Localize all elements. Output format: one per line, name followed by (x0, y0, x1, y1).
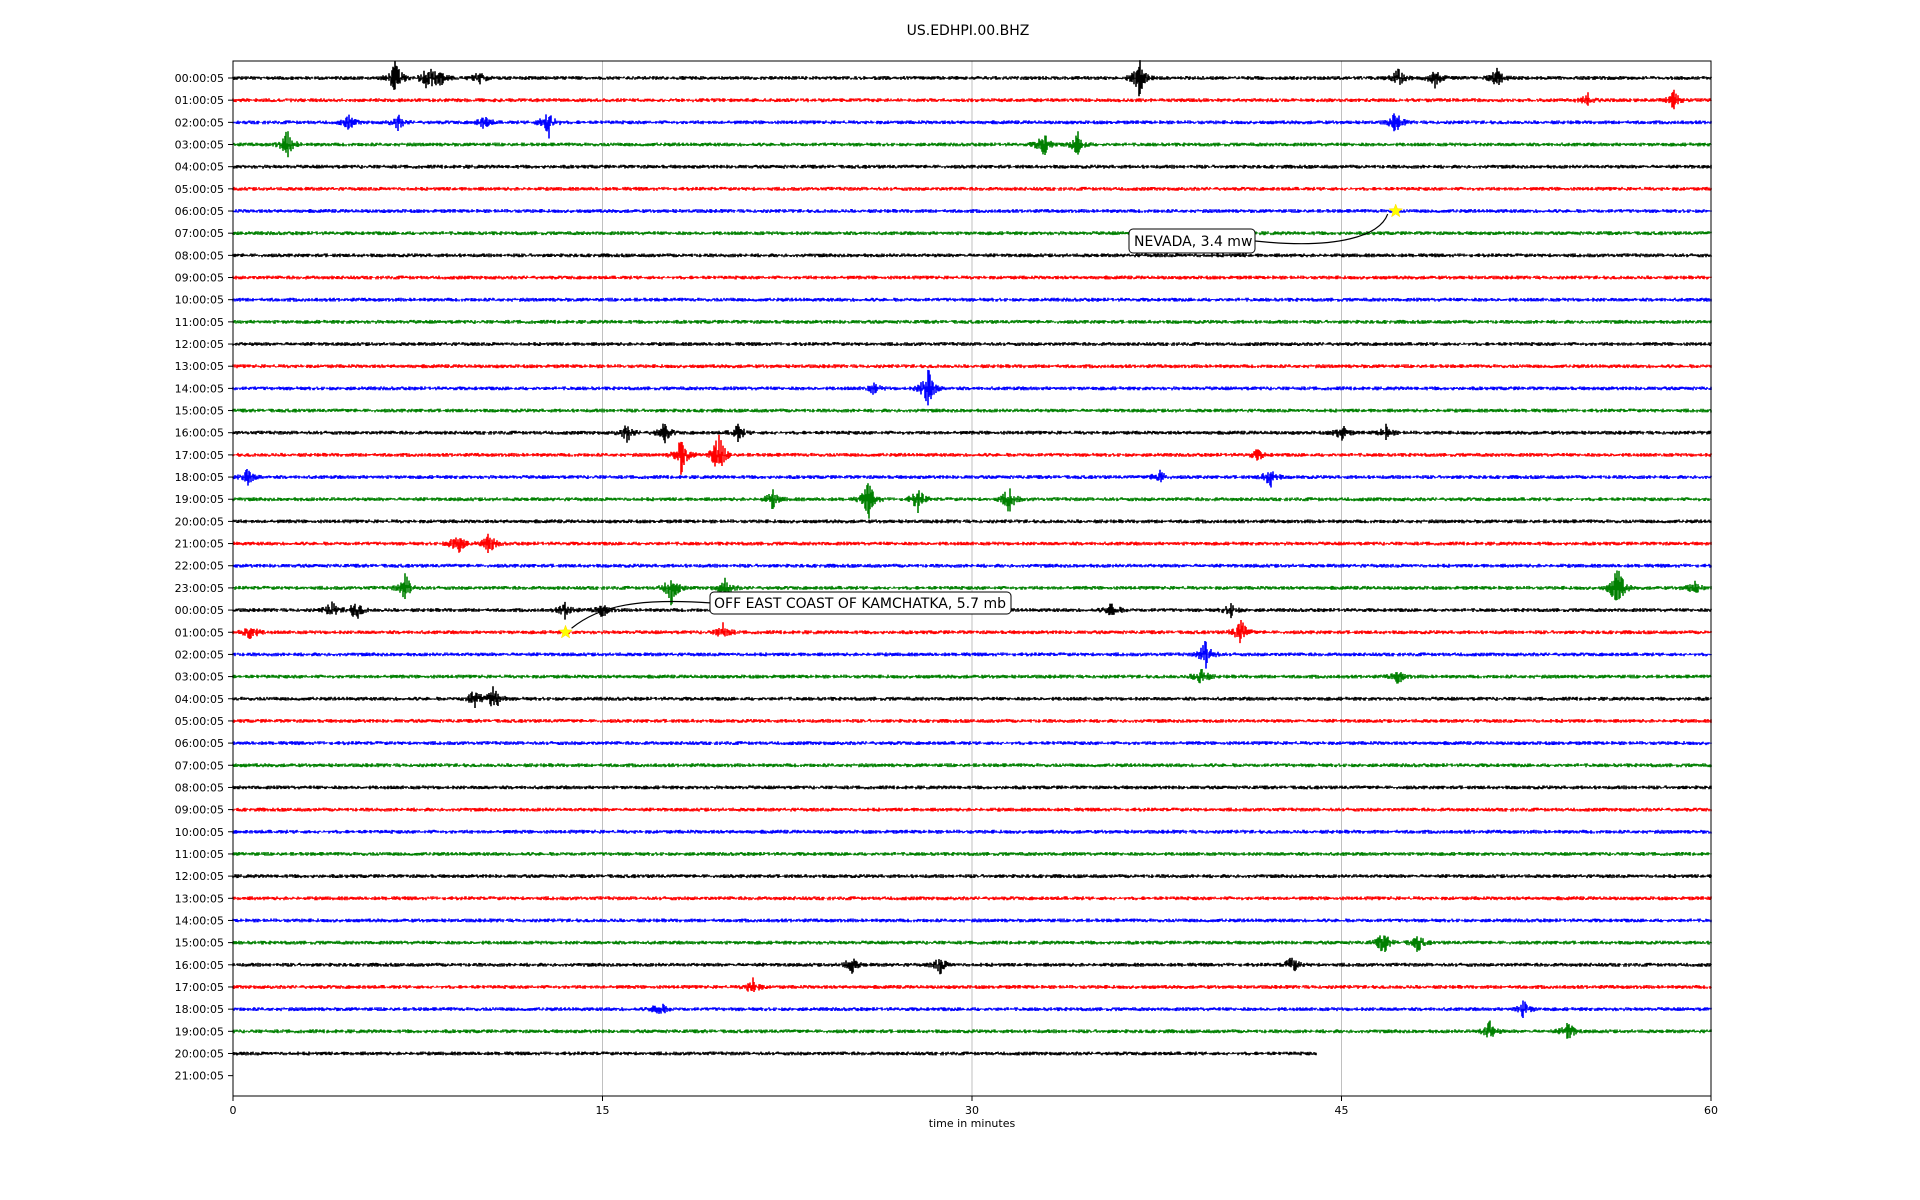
y-tick-label: 05:00:05 (175, 183, 224, 196)
event-label: NEVADA, 3.4 mw (1134, 234, 1252, 250)
event-star-icon (1388, 203, 1404, 218)
event-star-icon (558, 624, 573, 639)
y-tick-label: 13:00:05 (175, 892, 224, 905)
y-tick-label: 08:00:05 (175, 781, 224, 794)
y-tick-label: 15:00:05 (175, 405, 224, 418)
y-tick-label: 04:00:05 (175, 693, 224, 706)
x-axis-ticks: 0 15 30 45 60 (230, 1096, 1718, 1117)
y-tick-label: 08:00:05 (175, 249, 224, 262)
event-label: OFF EAST COAST OF KAMCHATKA, 5.7 mb (714, 596, 1006, 612)
y-tick-label: 17:00:05 (175, 981, 224, 994)
y-tick-label: 16:00:05 (175, 427, 224, 440)
y-tick-label: 09:00:05 (175, 804, 224, 817)
y-tick-label: 18:00:05 (175, 1003, 224, 1016)
x-tick-label: 30 (965, 1104, 979, 1117)
y-tick-label: 07:00:05 (175, 227, 224, 240)
y-axis-ticks: 00:00:05 01:00:05 02:00:05 03:00:05 04:00:05… (175, 72, 233, 1083)
y-tick-label: 09:00:05 (175, 272, 224, 285)
event-arrow (571, 600, 713, 629)
y-tick-label: 02:00:05 (175, 648, 224, 661)
y-tick-label: 15:00:05 (175, 937, 224, 950)
y-tick-label: 16:00:05 (175, 959, 224, 972)
y-tick-label: 03:00:05 (175, 671, 224, 684)
y-tick-label: 23:00:05 (175, 582, 224, 595)
y-tick-label: 12:00:05 (175, 338, 224, 351)
y-tick-label: 21:00:05 (175, 538, 224, 551)
y-tick-label: 20:00:05 (175, 1047, 224, 1060)
x-tick-label: 15 (596, 1104, 610, 1117)
event-arrow (1254, 213, 1389, 245)
y-tick-label: 02:00:05 (175, 116, 224, 129)
x-tick-label: 45 (1335, 1104, 1349, 1117)
x-axis-label: time in minutes (929, 1117, 1016, 1130)
y-tick-label: 01:00:05 (175, 626, 224, 639)
x-tick-label: 0 (230, 1104, 237, 1117)
y-tick-label: 21:00:05 (175, 1070, 224, 1083)
y-tick-label: 19:00:05 (175, 1025, 224, 1038)
y-tick-label: 10:00:05 (175, 826, 224, 839)
y-tick-label: 07:00:05 (175, 759, 224, 772)
trace-row-44 (232, 1051, 1317, 1056)
event-label-box (1128, 228, 1256, 254)
y-tick-label: 06:00:05 (175, 737, 224, 750)
y-tick-label: 11:00:05 (175, 848, 224, 861)
y-tick-label: 00:00:05 (175, 604, 224, 617)
y-tick-label: 11:00:05 (175, 316, 224, 329)
y-tick-label: 18:00:05 (175, 471, 224, 484)
event-label-box (709, 591, 1012, 615)
event-annotations: NEVADA, 3.4 mw OFF EAST COAST OF KAMCHATK… (558, 203, 1404, 639)
y-tick-label: 05:00:05 (175, 715, 224, 728)
y-tick-label: 04:00:05 (175, 161, 224, 174)
y-tick-label: 19:00:05 (175, 493, 224, 506)
trace-row-4 (232, 164, 1712, 169)
y-tick-label: 10:00:05 (175, 294, 224, 307)
y-tick-label: 06:00:05 (175, 205, 224, 218)
chart-title: US.EDHPI.00.BHZ (907, 23, 1030, 39)
y-tick-label: 14:00:05 (175, 382, 224, 395)
x-tick-label: 60 (1704, 1104, 1718, 1117)
y-tick-label: 22:00:05 (175, 560, 224, 573)
y-tick-label: 01:00:05 (175, 94, 224, 107)
y-tick-label: 00:00:05 (175, 72, 224, 85)
y-tick-label: 13:00:05 (175, 360, 224, 373)
y-tick-label: 03:00:05 (175, 139, 224, 152)
y-tick-label: 17:00:05 (175, 449, 224, 462)
plot-frame (232, 60, 1712, 1097)
y-tick-label: 12:00:05 (175, 870, 224, 883)
y-tick-label: 14:00:05 (175, 914, 224, 927)
y-tick-label: 20:00:05 (175, 515, 224, 528)
